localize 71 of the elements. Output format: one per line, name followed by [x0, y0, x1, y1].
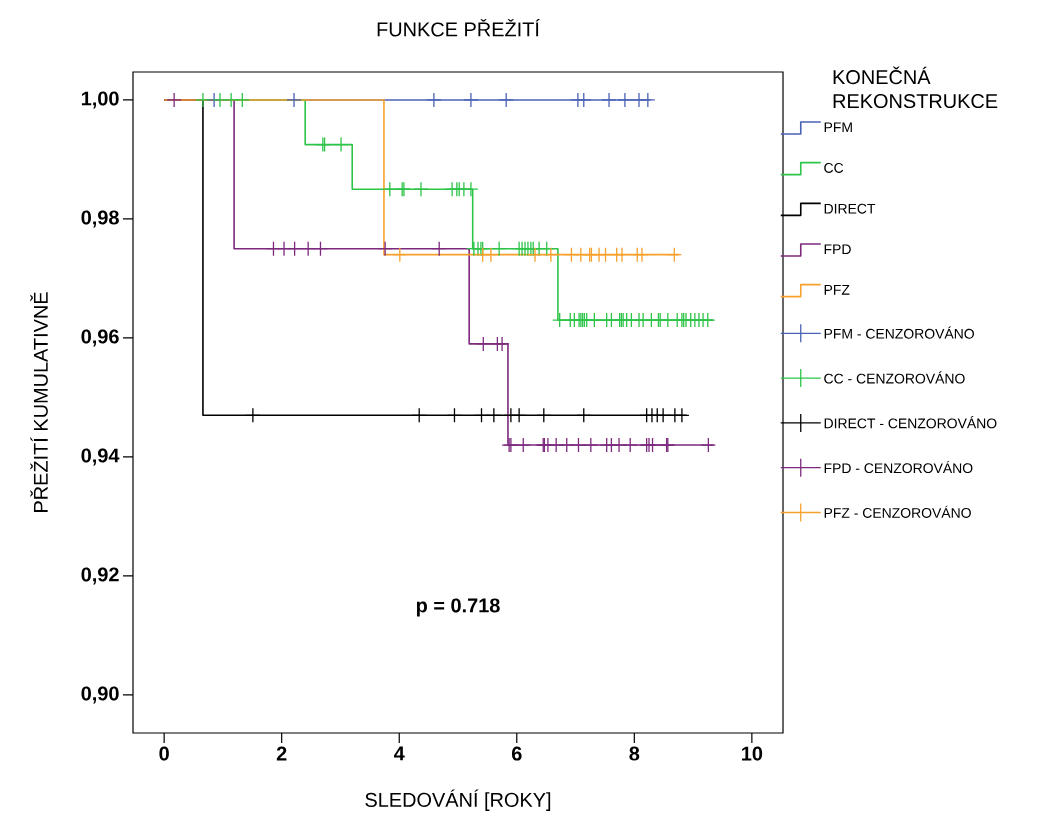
point	[539, 241, 555, 257]
x-axis-title: SLEDOVÁNÍ [ROKY]	[365, 789, 551, 811]
legend-label: DIRECT	[824, 203, 876, 214]
point	[195, 92, 211, 108]
y-axis-title: PŘEŽITÍ KUMULATIVNĚ	[30, 292, 48, 512]
point	[543, 246, 559, 263]
legend-label: PFZ - CENZOROVÁNO	[824, 505, 971, 518]
point	[300, 241, 316, 257]
point	[674, 407, 690, 423]
point	[426, 92, 442, 108]
x-tick-label: 8	[629, 746, 640, 761]
point	[486, 407, 502, 423]
point	[491, 241, 507, 257]
x-tick-label: 10	[742, 746, 763, 761]
point	[527, 246, 543, 263]
point	[431, 241, 447, 257]
legend-label: PFM	[824, 122, 852, 133]
point	[583, 437, 599, 453]
point	[483, 246, 499, 263]
point	[392, 246, 408, 263]
point	[511, 407, 527, 423]
point	[536, 407, 552, 423]
point	[333, 136, 349, 153]
legend-label: FPD	[824, 244, 851, 255]
point	[666, 246, 682, 263]
point	[655, 407, 671, 423]
x-tick-label: 2	[276, 746, 287, 761]
y-tick-label: 0,98	[81, 210, 119, 228]
y-tick-label: 1,00	[81, 91, 119, 109]
point	[446, 407, 463, 423]
legend-label: DIRECT - CENZOROVÁNO	[824, 416, 997, 429]
legend-label: PFM - CENZOROVÁNO	[824, 326, 974, 339]
point	[463, 181, 479, 197]
point	[382, 181, 398, 197]
point	[640, 92, 656, 108]
legend-label: CC	[824, 163, 844, 173]
x-tick-label: 4	[393, 746, 405, 761]
point	[498, 92, 514, 108]
point	[413, 181, 429, 197]
y-tick-label: 0,96	[81, 329, 119, 347]
legend-title: KONEČNÁ REKONSTRUKCE	[833, 66, 998, 109]
point	[494, 336, 510, 352]
point	[634, 246, 650, 263]
point	[473, 407, 490, 423]
point	[617, 92, 633, 108]
legend-label: CC - CENZOROVÁNO	[824, 371, 965, 384]
point	[377, 241, 393, 257]
point	[622, 437, 638, 453]
point	[515, 437, 531, 453]
point	[286, 241, 303, 257]
point	[245, 407, 261, 423]
annotation: p = 0.718	[416, 598, 500, 617]
point	[312, 241, 329, 257]
point	[286, 92, 302, 108]
x-tick-label: 0	[159, 746, 169, 761]
point	[475, 336, 491, 352]
point	[463, 92, 479, 108]
chart-title: FUNKCE PŘEŽITÍ	[377, 18, 540, 37]
y-tick-label: 0,94	[81, 448, 120, 466]
legend-label: FPD - CENZOROVÁNO	[824, 460, 973, 474]
point	[700, 437, 717, 453]
y-tick-label: 0,90	[81, 686, 119, 704]
point	[411, 407, 427, 423]
point	[570, 437, 587, 453]
legend-label: PFZ	[824, 285, 850, 295]
point	[614, 246, 630, 263]
point	[576, 407, 592, 423]
y-tick-label: 0,92	[81, 567, 119, 585]
x-tick-label: 6	[511, 746, 522, 761]
point	[601, 92, 617, 108]
point	[234, 92, 250, 108]
